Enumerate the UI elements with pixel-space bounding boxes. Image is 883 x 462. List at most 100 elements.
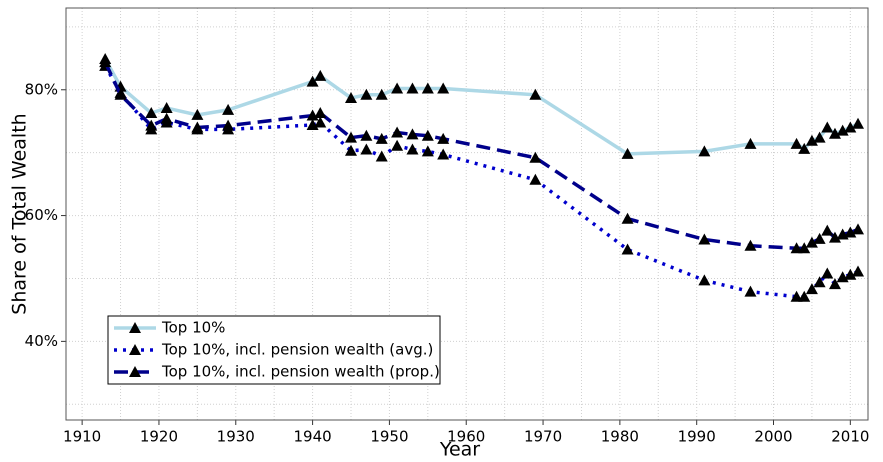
marker [813, 131, 826, 143]
marker [406, 82, 419, 94]
marker [191, 121, 204, 133]
x-tick-label: 1940 [293, 428, 331, 446]
marker [529, 173, 542, 185]
legend-label: Top 10%, incl. pension wealth (avg.) [161, 341, 433, 359]
marker [437, 132, 450, 144]
x-tick-label: 2010 [831, 428, 869, 446]
marker [375, 150, 388, 162]
marker [821, 224, 834, 236]
marker [314, 69, 327, 81]
plot-frame [65, 7, 869, 421]
marker [391, 126, 404, 138]
legend-label: Top 10%, incl. pension wealth (prop.) [161, 363, 440, 381]
marker [805, 236, 818, 248]
marker [375, 132, 388, 144]
marker [798, 290, 811, 302]
marker [529, 88, 542, 100]
marker [805, 134, 818, 146]
marker [828, 278, 841, 290]
x-tick-label: 1910 [63, 428, 101, 446]
marker [844, 268, 857, 280]
marker [99, 56, 112, 68]
marker [114, 88, 127, 100]
legend-marker [129, 366, 141, 377]
y-tick-label: 60% [25, 206, 58, 224]
marker [798, 242, 811, 254]
marker [828, 127, 841, 139]
marker [191, 108, 204, 120]
marker [621, 147, 634, 159]
marker [360, 143, 373, 155]
marker [698, 274, 711, 286]
x-tick-label: 1960 [447, 428, 485, 446]
marker [160, 102, 173, 114]
series-line [103, 61, 859, 251]
marker [421, 145, 434, 157]
x-tick-label: 1980 [601, 428, 639, 446]
marker [345, 144, 358, 156]
marker [821, 267, 834, 279]
marker [375, 88, 388, 100]
marker [160, 112, 173, 124]
marker [437, 148, 450, 160]
legend-marker [129, 344, 141, 355]
marker [421, 82, 434, 94]
marker [145, 119, 158, 131]
marker [314, 116, 327, 128]
marker [345, 91, 358, 103]
marker [744, 285, 757, 297]
marker [421, 129, 434, 141]
marker [744, 137, 757, 149]
marker [805, 283, 818, 295]
marker [391, 139, 404, 151]
marker [698, 233, 711, 245]
marker [844, 226, 857, 238]
marker [345, 131, 358, 143]
marker [360, 88, 373, 100]
marker [621, 212, 634, 224]
y-tick-label: 40% [25, 332, 58, 350]
legend-label: Top 10% [161, 319, 225, 337]
y-tick-label: 80% [25, 80, 58, 98]
marker [314, 107, 327, 119]
marker [698, 145, 711, 157]
x-tick-label: 1930 [217, 428, 255, 446]
x-axis-label: Year [439, 439, 480, 461]
marker [844, 121, 857, 133]
marker [790, 137, 803, 149]
marker [406, 143, 419, 155]
y-axis-label: Share of Total Wealth [9, 113, 31, 314]
legend-marker [129, 322, 141, 333]
marker [222, 119, 235, 131]
marker [790, 290, 803, 302]
marker [621, 243, 634, 255]
marker [360, 129, 373, 141]
marker [813, 276, 826, 288]
marker [222, 103, 235, 115]
x-tick-label: 1920 [140, 428, 178, 446]
marker [821, 121, 834, 133]
marker [790, 242, 803, 254]
marker [744, 239, 757, 251]
x-tick-label: 2000 [754, 428, 792, 446]
marker [529, 151, 542, 163]
marker [852, 117, 865, 129]
x-tick-label: 1970 [524, 428, 562, 446]
marker [852, 223, 865, 235]
marker [836, 124, 849, 136]
marker [406, 128, 419, 140]
marker [437, 82, 450, 94]
series-line [103, 58, 859, 156]
series-line [103, 65, 859, 299]
marker [798, 142, 811, 154]
legend-box [107, 315, 441, 385]
marker [813, 232, 826, 244]
x-tick-label: 1990 [678, 428, 716, 446]
x-tick-label: 1950 [370, 428, 408, 446]
marker [828, 231, 841, 243]
marker [852, 265, 865, 277]
marker [145, 107, 158, 119]
marker [306, 75, 319, 87]
marker [391, 82, 404, 94]
